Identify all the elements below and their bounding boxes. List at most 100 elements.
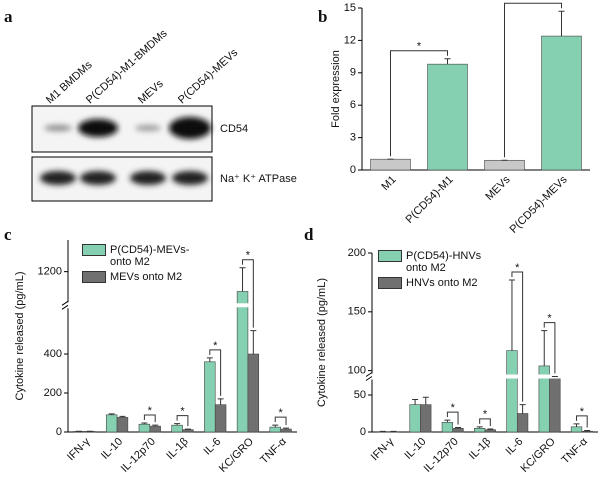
error-bar [519,404,526,414]
error-bar [283,427,290,430]
significance-label: * [531,0,536,5]
y-axis-label: Cytokine released (pg/mL) [14,271,26,400]
y-axis-label: Cytokine released (pg/mL) [316,278,328,407]
legend-swatch [82,244,106,256]
bar [474,428,486,433]
error-bar [444,58,451,65]
error-bar [108,413,115,415]
legend-entry: MEVs onto M2 [82,271,200,283]
bar [204,361,216,433]
bar [116,417,129,433]
lane-label: MEVs [136,78,166,107]
error-bar [184,428,191,430]
significance-label: * [279,407,284,419]
legend: P(CD54)-MEVs-onto M2 MEVs onto M2 [82,244,200,286]
significance-bracket [242,259,254,328]
panel-label: c [4,225,12,244]
panel-label: d [304,225,314,244]
error-bar [558,10,565,37]
significance-bracket [479,418,491,427]
x-tick-label: TNF-α [559,435,590,466]
x-tick-label: KC/GRO [217,435,256,474]
x-tick-label: IL-6 [504,436,526,458]
significance-bracket [143,414,156,423]
error-bar [174,423,181,426]
significance-label: * [148,405,153,417]
bar [280,428,292,433]
error-bar [119,415,126,418]
blot-bands [44,117,211,139]
y-tick-label: 0 [360,426,366,438]
error-bar [476,426,483,429]
significance-bracket [390,50,448,157]
x-tick-label: P(CD54)-MEVs [508,173,570,235]
significance-bracket [543,322,556,374]
x-tick-label: IFN-γ [369,435,397,463]
bar [420,404,432,433]
legend-entry: HNVs onto M2 [378,277,500,289]
significance-label: * [246,250,251,262]
significance-label: * [483,409,488,421]
significance-label: * [580,406,585,418]
bar [105,414,118,433]
y-tick-label: 12 [344,34,356,46]
x-tick-label: IL-1β [164,436,190,462]
legend-label: P(CD54)-MEVs-onto M2 [110,244,190,268]
y-tick-label: 1200 [38,266,62,278]
x-tick-label: IL-12p70 [119,436,158,475]
significance-bracket [504,2,562,158]
bar [581,430,593,433]
y-tick-label: 3 [350,132,356,144]
bar [506,350,518,433]
bar [236,291,249,433]
bar [549,376,561,433]
error-bar [455,427,462,429]
lane-label: P(CD54)-MEVs [176,46,241,106]
bar [541,35,582,171]
legend-label: HNVs onto M2 [406,277,478,289]
band-label: Na⁺ K⁺ ATPase [220,173,297,185]
y-tick-label: 200 [44,387,62,399]
y-tick-label: 0 [56,426,62,438]
error-bar [508,279,515,351]
x-tick-label: IL-12p70 [422,436,461,475]
error-bar [573,423,580,427]
y-tick-label: 50 [354,389,366,401]
bar [427,63,468,171]
significance-label: * [180,406,185,418]
error-bar [444,419,451,423]
x-tick-label: MEVs [483,173,513,203]
significance-bracket [511,271,524,402]
y-axis-label: Fold expression [330,50,342,128]
significance-bracket [576,415,588,428]
error-bar [239,267,246,292]
panel-label: b [318,7,327,26]
significance-bracket [209,349,222,396]
lane-labels: M1 BMDMs P(CD54)-M1-BMDMs MEVs P(CD54)-M… [44,27,241,106]
bar [370,158,411,171]
significance-bracket [176,415,189,427]
x-tick-label: TNF-α [258,435,289,466]
bar [214,404,227,433]
bar [484,429,496,433]
break-stripe [505,374,519,379]
axis-break-mark [61,300,69,310]
significance-label: * [451,402,456,414]
error-bar [541,330,548,366]
legend-swatch [378,277,402,289]
panel-label: a [4,7,13,26]
legend-swatch [82,271,106,283]
bar [182,429,194,433]
bar [247,353,260,433]
x-tick-label: IL-6 [201,436,223,458]
x-tick-label: IL-1β [467,436,493,462]
bar [570,426,583,433]
legend: P(CD54)-HNVs onto M2 HNVs onto M2 [378,250,500,292]
y-tick-label: 0 [350,164,356,176]
x-tick-label: IL-10 [402,436,428,462]
bar [138,423,151,433]
bar [171,424,183,433]
bar [269,426,281,433]
significance-label: * [417,41,422,53]
